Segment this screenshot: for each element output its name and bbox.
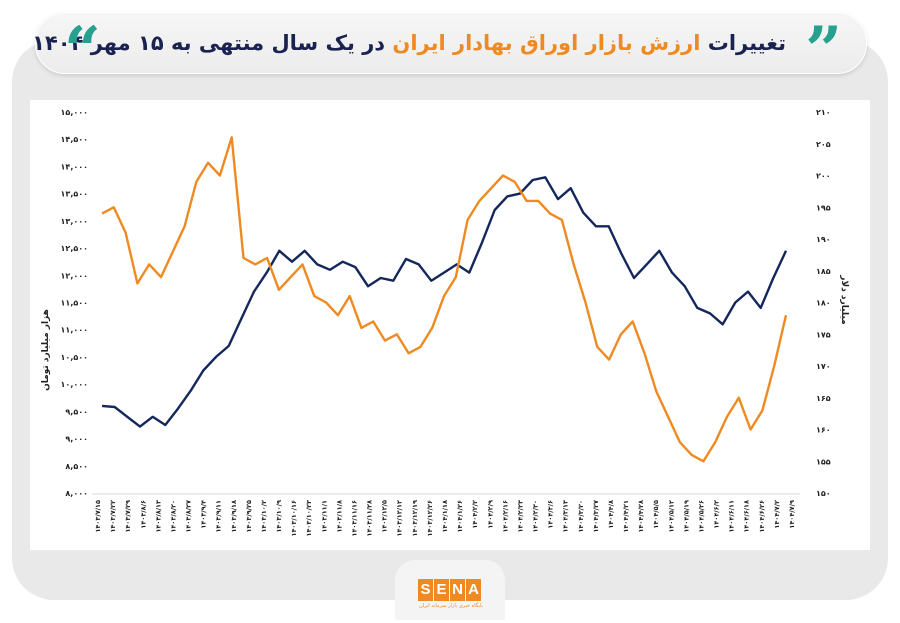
right-tick-label: ۱۶۵	[816, 394, 831, 403]
x-tick-label: ۱۴۰۳/۱۰/۲۳	[305, 500, 313, 537]
x-tick-label: ۱۴۰۴/۶/۲۶	[758, 500, 766, 533]
x-tick-label: ۱۴۰۳/۱۰/۹	[275, 500, 283, 533]
quote-marks-icon: “	[64, 13, 101, 88]
x-tick-label: ۱۴۰۴/۷/۹	[788, 500, 796, 529]
left-tick-label: ۱۰,۰۰۰	[61, 380, 88, 389]
x-tick-label: ۱۴۰۴/۵/۱۲	[667, 500, 675, 533]
toman-series-line	[101, 176, 788, 428]
left-axis-label: هزار میلیارد تومان	[41, 309, 51, 391]
x-tick-label: ۱۴۰۳/۷/۲۲	[109, 500, 117, 533]
left-tick-label: ۱۴,۰۰۰	[61, 162, 88, 171]
left-tick-label: ۱۵,۰۰۰	[61, 108, 88, 117]
right-tick-label: ۱۸۵	[816, 267, 831, 276]
left-tick-label: ۱۱,۰۰۰	[61, 326, 88, 335]
x-tick-label: ۱۴۰۳/۱۱/۱۶	[350, 500, 358, 537]
x-tick-label: ۱۴۰۳/۸/۲۰	[169, 500, 177, 533]
x-tick-label: ۱۴۰۴/۴/۸	[607, 500, 615, 529]
x-tick-label: ۱۴۰۳/۱۱/۱	[320, 500, 328, 533]
chart-title: تغییرات ارزش بازار اوراق بهادار ایران در…	[32, 25, 786, 61]
x-tick-label: ۱۴۰۴/۴/۲۱	[622, 500, 630, 533]
x-tick-label: ۱۴۰۴/۷/۲	[773, 500, 781, 529]
x-tick-label: ۱۴۰۳/۸/۶	[139, 500, 147, 529]
x-tick-label: ۱۴۰۳/۱۲/۲۶	[426, 500, 434, 537]
logo-subtitle: پایگاه خبری بازار سرمایه ایران	[419, 603, 483, 609]
x-tick-label: ۱۴۰۴/۶/۱۱	[728, 500, 736, 533]
left-y-axis: ۱۵,۰۰۰ ۱۴,۵۰۰ ۱۴,۰۰۰ ۱۳,۵۰۰ ۱۳,۰۰۰ ۱۲,۵۰۰ ۱۲,۰…	[61, 108, 88, 498]
x-axis: ۱۴۰۳/۷/۱۵ ۱۴۰۳/۷/۲۲ ۱۴۰۳/۷/۲۹ ۱۴۰۳/۸/۶ ۱۴۰۳/…	[94, 500, 796, 537]
x-tick-label: ۱۴۰۳/۹/۱۱	[215, 500, 223, 533]
left-tick-label: ۹,۵۰۰	[65, 407, 88, 416]
logo-letter: A	[466, 579, 481, 601]
right-tick-label: ۲۰۰	[816, 172, 831, 181]
x-tick-label: ۱۴۰۴/۲/۲	[471, 500, 479, 529]
x-tick-label: ۱۴۰۴/۲/۳۰	[532, 500, 540, 533]
logo-letter: N	[450, 579, 465, 601]
left-tick-label: ۸,۰۰۰	[65, 489, 88, 498]
x-tick-label: ۱۴۰۳/۷/۲۹	[124, 500, 132, 533]
right-tick-label: ۱۵۵	[816, 457, 831, 466]
sena-logo: S E N A	[418, 579, 482, 601]
title-banner: ” تغییرات ارزش بازار اوراق بهادار ایران …	[32, 12, 867, 83]
x-tick-label: ۱۴۰۴/۳/۱۳	[562, 500, 570, 533]
right-tick-label: ۱۷۵	[816, 330, 831, 339]
x-tick-label: ۱۴۰۴/۲/۲۳	[516, 500, 524, 533]
x-tick-label: ۱۴۰۴/۱/۲۶	[456, 500, 464, 533]
x-tick-label: ۱۴۰۳/۷/۱۵	[94, 500, 102, 533]
left-tick-label: ۱۲,۵۰۰	[61, 244, 88, 253]
x-tick-label: ۱۴۰۴/۶/۲	[713, 500, 721, 529]
right-axis-label: میلیارد دلار	[839, 274, 849, 324]
dollar-series-line	[101, 136, 788, 463]
x-tick-label: ۱۴۰۳/۱۰/۲	[260, 500, 268, 533]
x-tick-label: ۱۴۰۴/۳/۶	[547, 500, 555, 529]
right-tick-label: ۱۷۰	[816, 362, 831, 371]
x-tick-label: ۱۴۰۳/۸/۱۳	[154, 500, 162, 533]
left-tick-label: ۹,۰۰۰	[65, 435, 88, 444]
right-tick-label: ۱۸۰	[816, 299, 831, 308]
x-tick-label: ۱۴۰۳/۹/۲۵	[245, 500, 253, 533]
x-tick-label: ۱۴۰۳/۱۰/۱۶	[290, 500, 298, 537]
line-chart: ۱۵,۰۰۰ ۱۴,۵۰۰ ۱۴,۰۰۰ ۱۳,۵۰۰ ۱۳,۰۰۰ ۱۲,۵۰۰ ۱۲,۰…	[41, 108, 849, 537]
left-tick-label: ۱۳,۰۰۰	[61, 217, 88, 226]
right-tick-label: ۱۶۰	[816, 426, 831, 435]
x-tick-label: ۱۴۰۴/۳/۲۷	[592, 500, 600, 533]
right-tick-label: ۱۹۵	[816, 203, 831, 212]
right-tick-label: ۱۵۰	[816, 489, 831, 498]
quote-marks-icon: ”	[805, 13, 842, 88]
x-tick-label: ۱۴۰۴/۵/۱۹	[682, 500, 690, 533]
x-tick-label: ۱۴۰۴/۶/۱۸	[743, 500, 751, 533]
x-tick-label: ۱۴۰۴/۲/۹	[486, 500, 494, 529]
left-tick-label: ۱۲,۰۰۰	[61, 271, 88, 280]
left-tick-label: ۱۰,۵۰۰	[61, 353, 88, 362]
x-tick-label: ۱۴۰۴/۴/۲۸	[637, 500, 645, 533]
x-tick-label: ۱۴۰۳/۸/۲۷	[185, 500, 193, 533]
x-tick-label: ۱۴۰۳/۹/۴	[200, 500, 208, 529]
title-highlight: ارزش بازار اوراق بهادار ایران	[392, 31, 701, 55]
x-tick-label: ۱۴۰۴/۵/۲۶	[697, 500, 705, 533]
right-tick-label: ۲۰۵	[816, 140, 831, 149]
x-tick-label: ۱۴۰۳/۹/۱۸	[230, 500, 238, 533]
left-tick-label: ۱۳,۵۰۰	[61, 190, 88, 199]
x-tick-label: ۱۴۰۴/۲/۱۶	[501, 500, 509, 533]
x-tick-label: ۱۴۰۳/۱۲/۵	[381, 500, 389, 533]
title-part1: تغییرات	[700, 31, 786, 55]
plot-area: ۱۵,۰۰۰ ۱۴,۵۰۰ ۱۴,۰۰۰ ۱۳,۵۰۰ ۱۳,۰۰۰ ۱۲,۵۰۰ ۱۲,۰…	[30, 100, 870, 550]
right-tick-label: ۱۹۰	[816, 235, 831, 244]
logo-letter: E	[434, 579, 449, 601]
right-y-axis: ۲۱۰ ۲۰۵ ۲۰۰ ۱۹۵ ۱۹۰ ۱۸۵ ۱۸۰ ۱۷۵ ۱۷۰ ۱۶۵ ۱۶۰ ۱۵۵ ۱۵۰	[816, 108, 831, 498]
right-tick-label: ۲۱۰	[816, 108, 831, 117]
x-tick-label: ۱۴۰۳/۱۲/۱۹	[411, 500, 419, 537]
x-tick-label: ۱۴۰۳/۱۱/۲۸	[366, 500, 374, 537]
left-tick-label: ۱۱,۵۰۰	[61, 299, 88, 308]
left-tick-label: ۱۴,۵۰۰	[61, 135, 88, 144]
x-tick-label: ۱۴۰۳/۱۱/۸	[335, 500, 343, 533]
title-part2: در یک سال منتهی به ۱۵ مهر ۱۴۰۴	[32, 31, 393, 55]
logo-letter: S	[418, 579, 433, 601]
x-tick-label: ۱۴۰۴/۱/۱۸	[441, 500, 449, 533]
x-tick-label: ۱۴۰۴/۵/۵	[652, 500, 660, 529]
left-tick-label: ۸,۵۰۰	[65, 462, 88, 471]
x-tick-label: ۱۴۰۴/۳/۲۰	[577, 500, 585, 533]
x-tick-label: ۱۴۰۳/۱۲/۱۲	[396, 500, 404, 537]
